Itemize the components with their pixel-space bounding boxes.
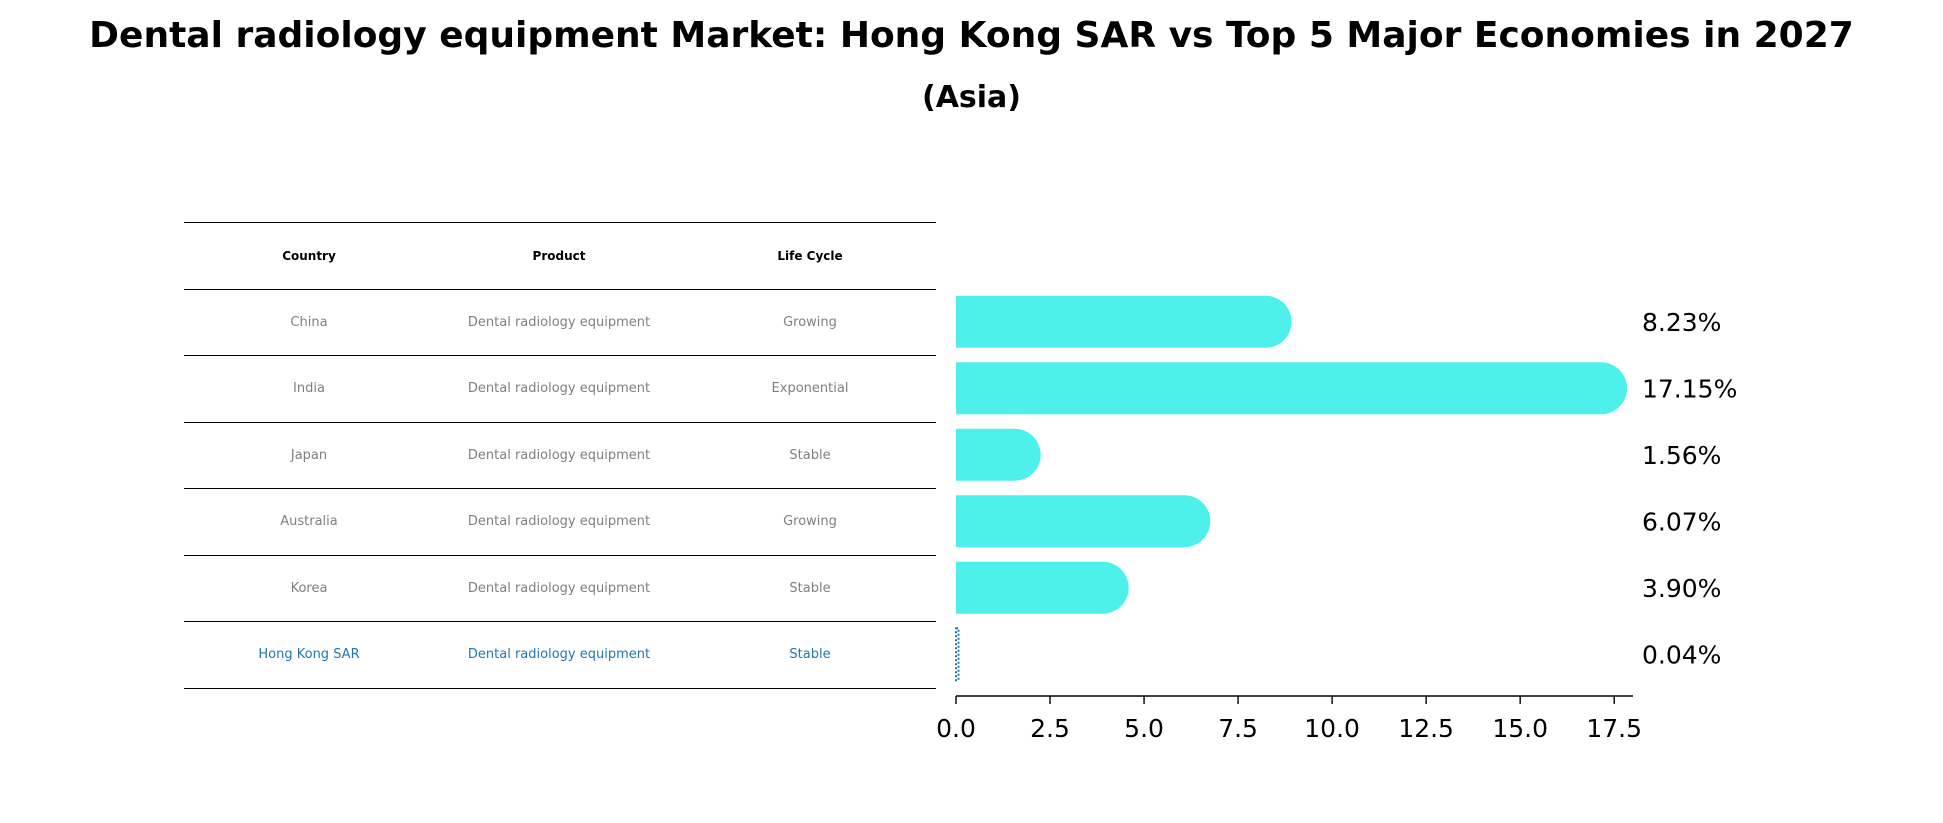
table-cell: Dental radiology equipment xyxy=(467,580,651,596)
table-rule xyxy=(184,554,936,556)
bar-value-label: 6.07% xyxy=(1642,507,1721,536)
bar xyxy=(956,428,1041,481)
bar-value-label: 3.90% xyxy=(1642,574,1721,603)
table-cell: Japan xyxy=(290,447,328,463)
x-tick-label: 7.5 xyxy=(1218,714,1258,743)
table-header-life-cycle: Life Cycle xyxy=(777,249,843,264)
table-cell: Growing xyxy=(783,314,837,330)
table-cell: Growing xyxy=(783,514,837,530)
table-cell: China xyxy=(290,314,328,330)
bar xyxy=(956,561,1129,614)
table-rule xyxy=(184,288,936,290)
table-header-product: Product xyxy=(532,249,586,264)
table-cell: Exponential xyxy=(771,381,849,397)
table-cell: Dental radiology equipment xyxy=(467,447,651,463)
x-tick-label: 12.5 xyxy=(1398,714,1454,743)
table-cell: Korea xyxy=(290,580,328,596)
table-rule xyxy=(184,222,936,223)
x-tick-label: 17.5 xyxy=(1586,714,1642,743)
bar xyxy=(956,495,1211,548)
table-cell: Dental radiology equipment xyxy=(467,381,651,397)
table-cell: Stable xyxy=(789,647,831,663)
table-rule xyxy=(184,687,936,689)
table-cell: India xyxy=(293,381,325,397)
x-tick-label: 10.0 xyxy=(1304,714,1360,743)
chart-subtitle: (Asia) xyxy=(921,80,1022,115)
chart-title: Dental radiology equipment Market: Hong … xyxy=(89,15,1854,56)
bar-value-label: 1.56% xyxy=(1642,441,1721,470)
table-cell: Hong Kong SAR xyxy=(258,647,360,663)
table-rule xyxy=(184,488,936,489)
table-cell: Stable xyxy=(789,447,831,463)
table-cell: Dental radiology equipment xyxy=(467,514,651,530)
table-cell: Dental radiology equipment xyxy=(467,647,651,663)
bar-value-label: 17.15% xyxy=(1642,374,1737,403)
table-cell: Australia xyxy=(280,514,338,530)
x-tick-label: 0.0 xyxy=(936,714,976,743)
table-rule xyxy=(184,621,936,622)
bar xyxy=(956,362,1628,415)
table-cell: Dental radiology equipment xyxy=(467,314,651,330)
table-cell: Stable xyxy=(789,580,831,596)
bar-value-label: 0.04% xyxy=(1642,640,1721,669)
bar-value-label: 8.23% xyxy=(1642,308,1721,337)
table-rule xyxy=(184,421,936,423)
table-header-country: Country xyxy=(282,249,336,264)
table-rule xyxy=(184,355,936,356)
x-tick-label: 5.0 xyxy=(1124,714,1164,743)
bar xyxy=(956,295,1292,348)
bar xyxy=(955,627,960,682)
x-tick-label: 2.5 xyxy=(1030,714,1070,743)
x-tick-label: 15.0 xyxy=(1492,714,1548,743)
